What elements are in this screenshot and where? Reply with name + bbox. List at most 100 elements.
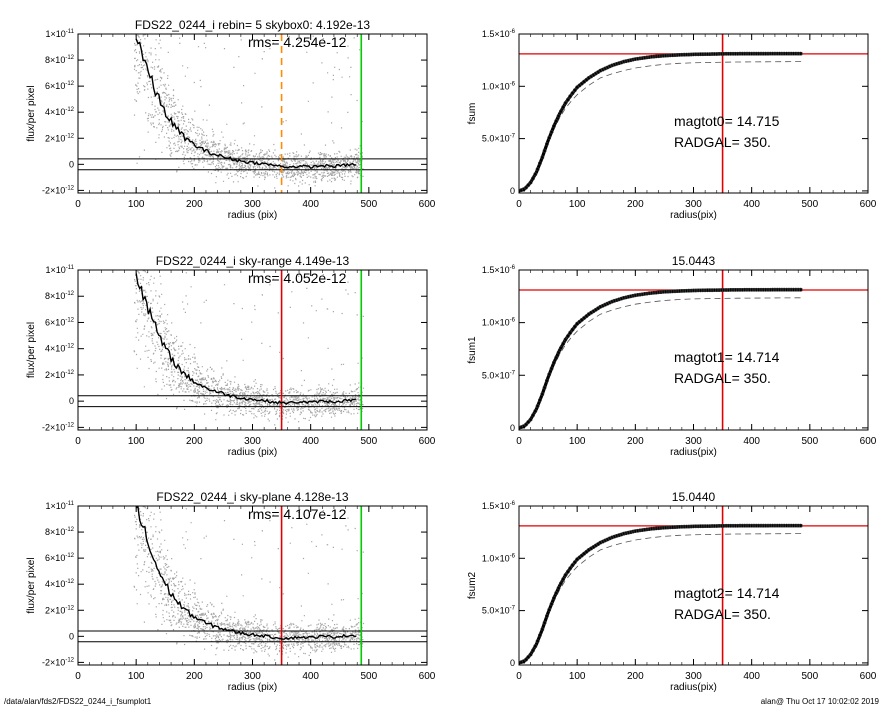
x-tick-label: 300 <box>244 199 261 210</box>
curve-marker <box>700 52 705 57</box>
curve-marker <box>749 287 754 292</box>
curve-marker <box>624 531 628 536</box>
curve-marker <box>738 51 742 56</box>
curve-marker <box>673 289 677 294</box>
curve-marker <box>626 58 631 63</box>
curve-marker <box>584 77 589 82</box>
x-tick-label: 600 <box>860 671 877 682</box>
x-tick-label: 500 <box>360 671 377 682</box>
curve-marker <box>775 523 780 528</box>
y-tick-label: 2×10-12 <box>45 605 75 615</box>
curve-marker <box>754 287 759 292</box>
curve-marker <box>600 67 605 72</box>
curve-marker <box>542 620 547 625</box>
curve-marker <box>549 129 554 134</box>
curve-marker <box>745 51 749 56</box>
curve-marker <box>691 52 696 57</box>
curve-marker <box>656 54 661 59</box>
curve-marker <box>556 114 561 118</box>
curve-marker <box>582 551 587 556</box>
curve-marker <box>717 52 722 56</box>
curve-marker <box>579 81 584 86</box>
growth-curve-markers <box>519 51 803 193</box>
x-axis-label: radius(pix) <box>670 447 717 458</box>
x-tick-label: 0 <box>75 436 81 447</box>
curve-marker <box>635 292 640 297</box>
curve-marker <box>693 288 698 293</box>
curve-marker <box>635 56 640 61</box>
y-tick-label: 1.0×10-6 <box>482 318 516 328</box>
curve-marker <box>582 316 587 320</box>
curve-marker <box>747 287 752 292</box>
curve-marker <box>600 303 605 308</box>
curve-marker <box>682 288 687 293</box>
y-tick-label: -2×10-12 <box>42 422 75 432</box>
y-tick-label: 0 <box>69 631 74 641</box>
curve-marker <box>754 523 759 528</box>
plot-area <box>78 270 427 430</box>
curve-marker <box>777 523 782 528</box>
curve-marker <box>682 52 687 57</box>
curve-marker <box>624 295 628 300</box>
curve-marker <box>535 404 540 408</box>
x-axis-label: radius(pix) <box>670 682 717 693</box>
x-tick-label: 600 <box>419 671 436 682</box>
growth-curve-markers <box>519 287 803 430</box>
magtot-label: magtot0= 14.715 <box>674 113 780 129</box>
curve-marker <box>698 288 703 293</box>
curve-marker <box>747 523 752 528</box>
curve-marker <box>770 523 775 528</box>
curve-marker <box>794 523 798 528</box>
curve-marker <box>610 299 615 304</box>
radgal-label: RADGAL= 350. <box>674 134 771 150</box>
y-tick-label: 5.0×10-7 <box>482 370 516 380</box>
curve-marker <box>519 188 524 193</box>
curve-marker <box>670 289 675 294</box>
curve-marker <box>680 288 684 293</box>
curve-marker <box>742 287 747 292</box>
curve-marker <box>761 287 766 292</box>
curve-marker <box>547 607 552 612</box>
curve-marker <box>740 523 745 528</box>
curve-marker <box>540 155 545 160</box>
curve-marker <box>761 523 766 528</box>
curve-marker <box>617 61 621 66</box>
x-tick-label: 200 <box>627 671 644 682</box>
curve-marker <box>675 525 680 529</box>
curve-marker <box>784 523 789 528</box>
curve-marker <box>652 290 656 295</box>
plot-area <box>519 34 868 193</box>
curve-marker <box>640 292 645 297</box>
curve-marker <box>703 52 708 57</box>
curve-marker <box>740 287 745 292</box>
curve-marker <box>796 523 801 528</box>
curve-marker <box>791 287 796 292</box>
curve-marker <box>719 52 724 56</box>
x-tick-label: 300 <box>244 671 261 682</box>
curve-marker <box>789 523 794 528</box>
curve-marker <box>561 341 566 346</box>
curve-marker <box>528 652 533 657</box>
curve-marker <box>670 53 675 58</box>
curve-marker <box>673 53 677 58</box>
x-tick-label: 500 <box>801 199 818 210</box>
curve-marker <box>600 539 605 544</box>
x-tick-label: 600 <box>419 199 436 210</box>
curve-marker <box>554 591 559 595</box>
curve-marker <box>603 538 608 543</box>
curve-marker <box>686 52 691 57</box>
curve-marker <box>556 586 561 590</box>
curve-marker <box>759 287 763 292</box>
mean-profile-line <box>135 273 357 405</box>
curve-marker <box>735 523 740 528</box>
x-tick-label: 300 <box>685 671 702 682</box>
curve-marker <box>668 53 673 58</box>
curve-marker <box>666 53 670 58</box>
y-axis-ticks: -2×10-12 0 2×10-12 4×10-12 6×10-12 8×10-12 1×1… <box>42 501 427 667</box>
x-tick-label: 200 <box>186 671 203 682</box>
magtot-label: magtot1= 14.714 <box>674 349 780 365</box>
curve-marker <box>663 525 668 530</box>
plot-area <box>519 270 868 430</box>
y-axis-ticks: -2×10-12 0 2×10-12 4×10-12 6×10-12 8×10-12 1×1… <box>42 265 427 432</box>
curve-marker <box>673 525 677 530</box>
